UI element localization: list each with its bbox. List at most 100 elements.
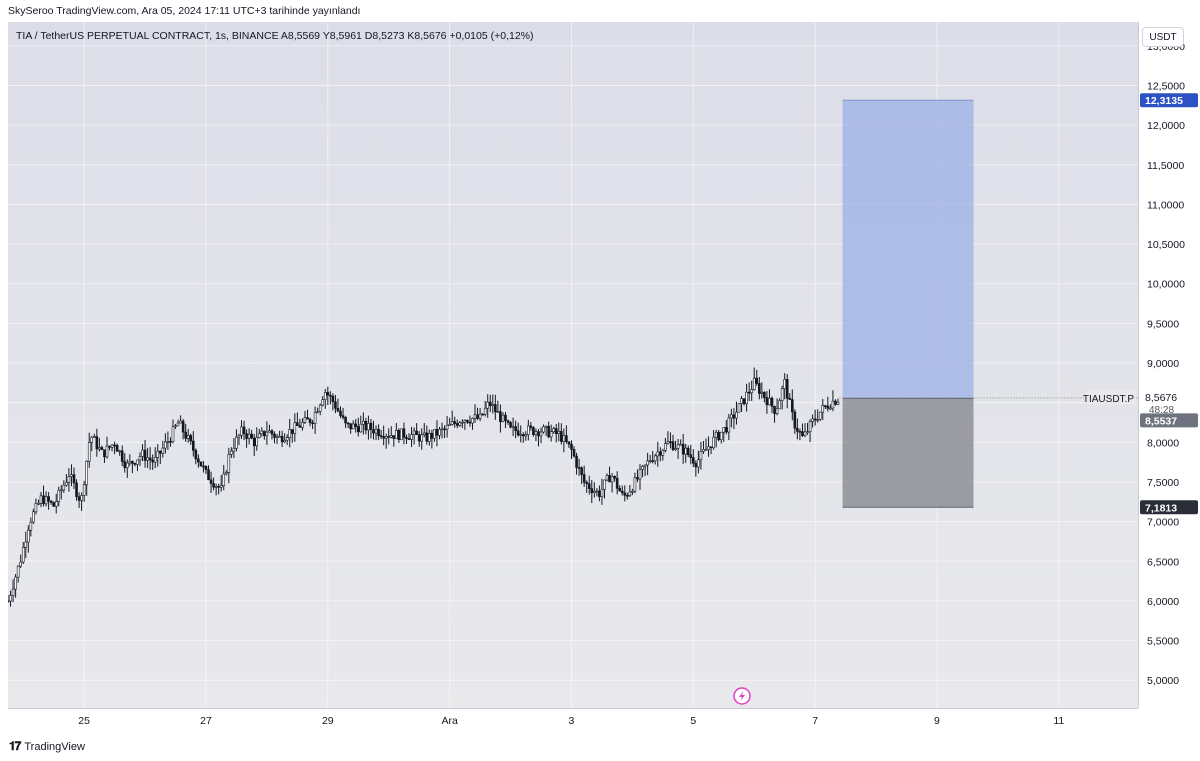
candle-body	[52, 502, 55, 507]
candle-body	[158, 450, 162, 454]
candle-body	[128, 461, 132, 464]
price-chart[interactable]: TIAUSDT.P	[8, 22, 1138, 708]
time-tick-label: 7	[812, 715, 818, 727]
candle-body	[712, 436, 715, 449]
candle-body	[430, 432, 434, 439]
stop-price-label-bg	[1140, 500, 1198, 515]
candle-body	[85, 460, 88, 486]
candle-body	[709, 446, 713, 449]
candle-body	[491, 404, 495, 406]
candle-body	[506, 420, 510, 423]
candle-body	[808, 421, 812, 433]
candle-body	[9, 595, 12, 602]
candle-body	[821, 405, 825, 413]
candle-body	[156, 450, 160, 458]
candle-body	[638, 469, 642, 480]
candle-body	[237, 434, 241, 438]
price-axis[interactable]: 5,0000 5,5000 6,0000 6,5000 7,0000 7,5000 8,00…	[1138, 22, 1200, 708]
currency-button[interactable]: USDT	[1142, 27, 1184, 47]
tradingview-brand[interactable]: 𝟏𝟕 TradingView	[9, 739, 85, 754]
candle-body	[318, 404, 322, 412]
candle-body	[186, 435, 190, 439]
price-tick-label: 12,0000	[1147, 120, 1185, 132]
candle-body	[120, 450, 124, 462]
price-tick-label: 6,5000	[1147, 556, 1179, 568]
candle-body	[278, 435, 281, 438]
candle-body	[793, 411, 797, 429]
candle-body	[527, 425, 530, 435]
candle-body	[438, 428, 441, 436]
price-tick-label: 5,0000	[1147, 675, 1179, 687]
candle-body	[247, 433, 251, 439]
candle-body	[24, 541, 28, 548]
candle-body	[356, 426, 360, 433]
candle-body	[600, 488, 604, 497]
candle-body	[212, 483, 215, 488]
price-tick-label: 9,5000	[1147, 318, 1179, 330]
candle-body	[255, 437, 259, 447]
symbol-tag-bg	[1086, 390, 1136, 405]
candle-body	[554, 428, 558, 434]
candle-body	[131, 461, 134, 464]
candle-body	[593, 491, 596, 494]
stop-price-label: 7,1813	[1145, 502, 1177, 514]
candle-body	[547, 425, 550, 438]
candle-body	[773, 406, 776, 414]
candle-body	[57, 489, 61, 502]
candle-body	[816, 418, 819, 421]
candle-body	[613, 476, 616, 479]
candle-body	[341, 415, 345, 418]
candle-body	[483, 407, 487, 415]
candle-body	[610, 476, 614, 483]
candle-body	[181, 420, 185, 433]
candle-body	[77, 496, 81, 501]
candle-body	[47, 496, 50, 502]
candle-body	[704, 449, 708, 451]
candle-body	[806, 431, 809, 434]
candle-body	[539, 431, 543, 437]
candle-body	[745, 391, 748, 405]
candle-body	[265, 431, 269, 437]
candle-body	[321, 399, 325, 406]
candle-body	[191, 440, 195, 451]
candle-body	[719, 431, 723, 440]
candle-body	[524, 434, 528, 437]
candle-body	[504, 414, 507, 421]
time-tick-label: 27	[200, 715, 212, 727]
price-tick-label: 5,5000	[1147, 636, 1179, 648]
candle-body	[587, 483, 591, 489]
candle-body	[831, 400, 835, 409]
time-axis[interactable]: 25 27 29 Ara 3 5 7 9 11	[8, 708, 1138, 733]
candle-body	[722, 427, 726, 433]
candle-body	[742, 398, 746, 405]
publish-info: SkySeroo TradingView.com, Ara 05, 2024 1…	[8, 5, 361, 17]
candle-body	[95, 436, 99, 450]
candle-body	[836, 401, 840, 405]
time-tick-label: 25	[78, 715, 90, 727]
candle-body	[184, 431, 187, 439]
candle-body	[138, 456, 142, 461]
candle-body	[544, 425, 548, 428]
candle-body	[580, 467, 583, 475]
entry-price-label: 8,5537	[1145, 415, 1177, 427]
candle-body	[760, 391, 764, 394]
profit-zone	[842, 100, 974, 399]
candle-body	[410, 434, 413, 440]
candle-body	[98, 447, 101, 450]
candle-body	[823, 405, 827, 407]
candle-body	[397, 429, 401, 441]
candle-body	[659, 451, 662, 456]
candle-body	[826, 405, 830, 409]
candle-body	[714, 432, 718, 438]
candle-body	[100, 447, 104, 451]
candle-body	[628, 491, 632, 496]
candle-body	[21, 547, 25, 563]
candle-body	[108, 445, 111, 448]
candle-body	[770, 397, 774, 407]
candle-body	[433, 429, 436, 439]
candle-body	[351, 423, 355, 430]
candle-body	[400, 428, 403, 441]
chart-area[interactable]: TIAUSDT.P	[8, 22, 1138, 708]
candle-body	[316, 411, 319, 413]
candle-body	[273, 433, 276, 438]
